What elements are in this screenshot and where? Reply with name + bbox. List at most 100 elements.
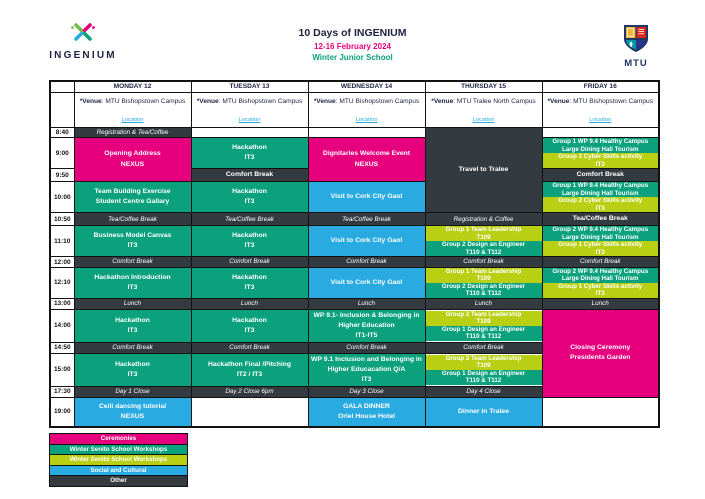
break-cell: Comfort Break	[73, 342, 192, 354]
session-cell: Business Model Canvas IT3	[73, 225, 192, 258]
empty-cell	[307, 126, 426, 139]
ingenium-wordmark: INGENIUM	[49, 50, 117, 61]
cell-text: Day 2 Close 6pm	[225, 388, 274, 396]
session-part: Group 1 Design an Engineer T110 & T112	[426, 325, 541, 341]
session-cell: Hackathon IT3	[73, 352, 192, 388]
cell-text: Day 4 Close	[466, 388, 501, 396]
session-cell: Group 1 WP 9.4 Healthy Campus Large Dinin…	[541, 181, 660, 214]
venue-text: *Venue: MTU Bishopstown Campus	[196, 97, 303, 105]
legend-item: Winter Senito School Workshops	[50, 444, 187, 455]
cell-text: Business Model Canvas IT3	[93, 232, 172, 250]
time-label	[49, 91, 75, 128]
session-part: Group 1 WP 9.4 Healthy Campus Large Dinin…	[543, 138, 658, 154]
schedule-row: 9:00 Opening Address NEXUS Hackathon IT3 Dign…	[49, 137, 660, 183]
venue-cell-content: *Venue: MTU Bishopstown Campus Location	[309, 93, 424, 126]
venue-text: *Venue: MTU Bishopstown Campus	[547, 97, 654, 105]
time-label: 14:50	[49, 342, 75, 354]
time-label: 13:00	[49, 297, 75, 310]
venue-cell: *Venue: MTU Bishopstown Campus Location	[541, 91, 660, 128]
location-link[interactable]: Location	[121, 116, 144, 123]
legend-item: Social and Cultural	[50, 465, 187, 476]
cell-text: Hackathon IT3	[232, 143, 267, 162]
break-cell: Lunch	[190, 297, 309, 310]
time-label: 9:00	[49, 137, 75, 170]
time-label: 14:00	[49, 308, 75, 344]
session-cell: WP 9.1- Inclusion & Belonging in Higher …	[307, 308, 426, 344]
session-cell: Hackathon IT3	[190, 137, 309, 170]
location-link[interactable]: Location	[589, 116, 612, 123]
session-cell: Hackathon IT3	[190, 225, 309, 258]
day-header: MONDAY 12	[73, 80, 192, 93]
cell-text: Closing Ceremony Presidents Garden	[570, 343, 631, 362]
session-cell: Comfort Break	[541, 168, 660, 183]
schedule-row: 10:50 Tea/Coffee Break Tea/Coffee Break Tea…	[49, 212, 660, 227]
break-cell: Comfort Break	[424, 342, 543, 354]
day-header: FRIDAY 16	[541, 80, 660, 93]
venue-cell-content: *Venue: MTU Bishopstown Campus Location	[543, 93, 658, 126]
session-cell: Group 2 WP 9.4 Healthy Campus Large Dinin…	[541, 225, 660, 258]
session-part: Group 2 Team Leadership T109	[426, 354, 541, 370]
session-cell: Team Building Exercise Student Centre Gal…	[73, 181, 192, 214]
session-cell: Comfort Break	[190, 168, 309, 183]
schedule-row: 12:00 Comfort Break Comfort Break Comfort B…	[49, 256, 660, 268]
cell-text: Hackathon IT3	[232, 188, 267, 206]
time-label: 12:00	[49, 256, 75, 268]
day-header-row: MONDAY 12 TUESDAY 13 WEDNESDAY 14 THURSDAY …	[49, 80, 660, 93]
day-header: THURSDAY 15	[424, 80, 543, 93]
schedule-row: 13:00 Lunch Lunch Lunch Lunch Lunch	[49, 297, 660, 310]
session-cell: Closing Ceremony Presidents Garden	[541, 308, 660, 398]
page-title: 10 Days of INGENIUM	[298, 27, 407, 39]
cell-text: Comfort Break	[229, 258, 270, 266]
cell-text: Dignitaries Welcome Event NEXUS	[322, 150, 411, 168]
session-part: Group 2 Team Leadership T109	[426, 310, 541, 326]
school-name: Winter Junior School	[312, 53, 393, 62]
cell-text: Visit to Cork City Gaol	[330, 193, 403, 201]
schedule-table: MONDAY 12 TUESDAY 13 WEDNESDAY 14 THURSDAY …	[49, 80, 660, 429]
location-link[interactable]: Location	[472, 116, 495, 123]
time-label: 15:00	[49, 352, 75, 388]
cell-text: Ceili dancing tutorial NEXUS	[98, 402, 167, 420]
legend-item: Other	[50, 476, 187, 486]
cell-text: Lunch	[474, 299, 493, 307]
venue-cell: *Venue: MTU Bishopstown Campus Location	[190, 91, 309, 128]
cell-text: Tea/Coffee Break	[108, 215, 157, 223]
session-cell: Group 1 WP 9.4 Healthy Campus Large Dinin…	[541, 137, 660, 170]
session-cell: Visit to Cork City Gaol	[307, 181, 426, 214]
break-cell: Day 2 Close 6pm	[190, 386, 309, 398]
cell-text: Comfort Break	[463, 344, 504, 352]
break-cell: Comfort Break	[190, 342, 309, 354]
cell-text: Comfort Break	[346, 344, 387, 352]
cell-text: Travel to Tralee	[458, 165, 509, 173]
ingenium-x-icon	[71, 23, 95, 41]
break-cell: Tea/Coffee Break	[190, 212, 309, 227]
break-cell: Comfort Break	[424, 256, 543, 268]
corner-cell	[49, 80, 75, 93]
schedule-row: 14:00 Hackathon IT3 Hackathon IT3 WP 9.1- Inc…	[49, 308, 660, 398]
cell-text: Dinner in Tralee	[458, 407, 509, 415]
cell-text: Hackathon Introduction IT3	[94, 273, 171, 291]
schedule-row: 19:00 Ceili dancing tutorial NEXUS GALA DIN…	[49, 396, 660, 428]
location-link[interactable]: Location	[238, 116, 261, 123]
date-range: 12-16 February 2024	[314, 42, 391, 51]
session-cell: Tea/Coffee Break	[541, 212, 660, 227]
cell-text: Visit to Cork City Gaol	[330, 278, 403, 286]
empty-cell	[190, 396, 309, 428]
cell-text: Visit to Cork City Gaol	[330, 237, 403, 245]
venue-cell-content: *Venue: MTU Bishopstown Campus Location	[75, 93, 190, 126]
cell-text: Tea/Coffee Break	[342, 215, 391, 223]
cell-text: Comfort Break	[112, 344, 153, 352]
break-cell: Lunch	[307, 297, 426, 310]
session-cell: Hackathon Final /Pitching IT2 / IT3	[190, 352, 309, 388]
split-session: Group 2 Team Leadership T109 Group 1 Desig…	[426, 310, 541, 341]
break-cell: Lunch	[73, 297, 192, 310]
cell-text: Hackathon Final /Pitching IT2 / IT3	[207, 360, 292, 378]
cell-text: Team Building Exercise Student Centre Gal…	[94, 188, 171, 206]
empty-cell	[541, 126, 660, 139]
session-cell: Visit to Cork City Gaol	[307, 266, 426, 299]
cell-text: Hackathon IT3	[232, 316, 267, 334]
break-cell: Day 1 Close	[73, 386, 192, 398]
split-session: Group 1 Team Leadership T109 Group 2 Desig…	[426, 268, 541, 298]
split-session: Group 2 WP 9.4 Healthy Campus Large Dinin…	[543, 226, 658, 256]
cell-text: WP 9.1 Inclusion and Belonging in Higher…	[311, 355, 422, 383]
location-link[interactable]: Location	[355, 116, 378, 123]
